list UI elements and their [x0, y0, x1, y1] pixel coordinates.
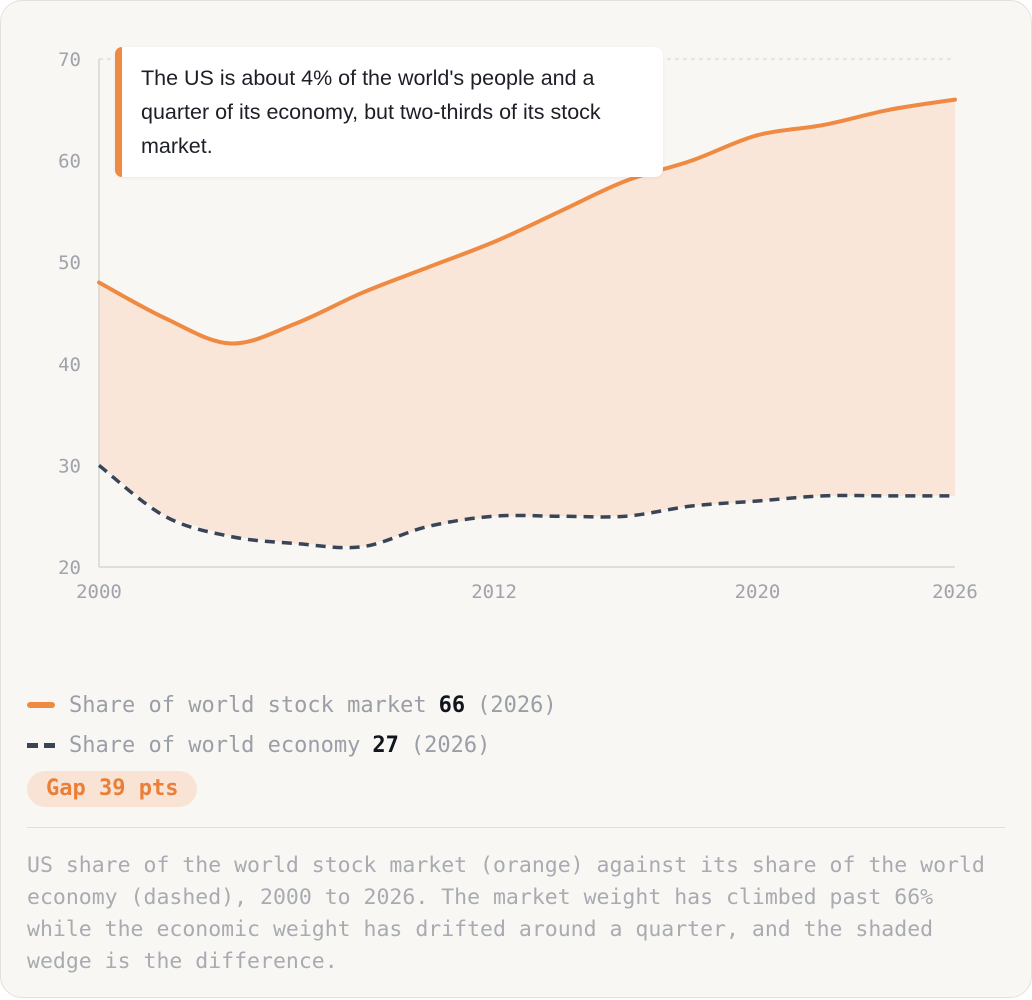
y-tick-label: 60: [58, 151, 81, 173]
legend-value: 66: [438, 692, 466, 718]
solid-line-swatch-icon: [27, 702, 55, 708]
legend-label: Share of world stock market: [69, 692, 427, 718]
axes: [98, 59, 955, 568]
gap-area-fill: [99, 99, 955, 547]
legend-year: (2026): [410, 732, 491, 758]
dashed-line-swatch-icon: [27, 742, 55, 748]
y-tick-label: 30: [58, 455, 81, 477]
legend-item-stock-market: Share of world stock market 66 (2026): [27, 685, 557, 725]
chart-caption: US share of the world stock market (oran…: [27, 853, 985, 974]
legend: Share of world stock market 66 (2026) Sh…: [27, 685, 557, 765]
series-line-economy: [97, 464, 955, 550]
y-tick-label: 20: [58, 557, 81, 579]
divider: [27, 827, 1005, 828]
gap-area: [99, 99, 955, 547]
annotation-callout: The US is about 4% of the world's people…: [115, 47, 663, 177]
x-tick-label: 2012: [471, 581, 517, 603]
annotation-text: The US is about 4% of the world's people…: [141, 66, 601, 158]
callout-accent-bar: [115, 47, 122, 177]
legend-item-economy: Share of world economy 27 (2026): [27, 725, 557, 765]
x-tick-label: 2026: [932, 581, 978, 603]
legend-year: (2026): [477, 692, 557, 718]
x-tick-label: 2020: [735, 581, 781, 603]
y-tick-label: 70: [58, 49, 81, 71]
legend-label: Share of world economy: [69, 732, 361, 758]
series-lines: [97, 97, 957, 550]
series-line-stock-market: [97, 97, 957, 346]
legend-value: 27: [372, 732, 399, 758]
y-tick-label: 40: [58, 354, 81, 376]
y-tick-label: 50: [58, 252, 81, 274]
x-tick-label: 2000: [76, 581, 122, 603]
gap-badge: Gap 39 pts: [27, 771, 198, 807]
